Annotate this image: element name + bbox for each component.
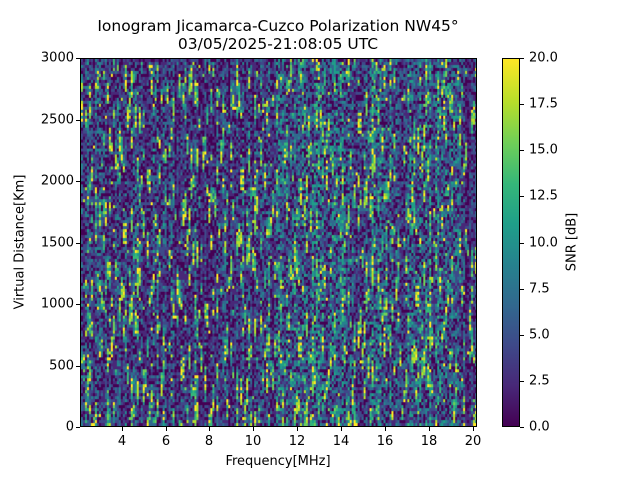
colorbar-tick	[520, 243, 524, 244]
colorbar	[502, 58, 520, 427]
x-tick-label: 6	[161, 434, 171, 449]
colorbar-tick	[520, 150, 524, 151]
chart-title: Ionogram Jicamarca-Cuzco Polarization NW…	[97, 17, 459, 35]
colorbar-tick	[520, 335, 524, 336]
x-tick	[253, 427, 254, 431]
colorbar-tick	[520, 427, 524, 428]
x-tick-label: 16	[376, 434, 394, 449]
colorbar-tick	[520, 196, 524, 197]
x-tick-label: 12	[288, 434, 306, 449]
chart-subtitle: 03/05/2025-21:08:05 UTC	[177, 35, 379, 53]
colorbar-tick-label: 15.0	[529, 142, 558, 158]
heatmap-canvas	[81, 59, 476, 426]
colorbar-tick-label: 2.5	[529, 373, 550, 389]
ionogram-heatmap	[80, 58, 477, 427]
y-tick	[76, 58, 80, 59]
colorbar-tick	[520, 381, 524, 382]
x-tick	[385, 427, 386, 431]
x-tick	[166, 427, 167, 431]
y-tick-label: 500	[49, 358, 74, 374]
x-tick	[341, 427, 342, 431]
colorbar-tick	[520, 289, 524, 290]
y-tick-label: 1500	[40, 235, 74, 251]
colorbar-tick-label: 17.5	[529, 96, 558, 112]
x-tick-label: 14	[332, 434, 350, 449]
y-tick-label: 0	[65, 419, 74, 435]
colorbar-label: SNR [dB]	[564, 212, 580, 272]
colorbar-tick-label: 10.0	[529, 235, 558, 251]
y-tick	[76, 120, 80, 121]
y-tick	[76, 243, 80, 244]
y-tick-label: 2000	[40, 173, 74, 189]
x-tick	[429, 427, 430, 431]
colorbar-tick	[520, 58, 524, 59]
x-tick	[209, 427, 210, 431]
colorbar-tick-label: 7.5	[529, 281, 550, 297]
x-tick	[122, 427, 123, 431]
colorbar-tick	[520, 104, 524, 105]
x-tick-label: 10	[244, 434, 262, 449]
x-tick	[473, 427, 474, 431]
y-tick	[76, 181, 80, 182]
x-tick-label: 4	[117, 434, 127, 449]
x-tick	[297, 427, 298, 431]
colorbar-tick-label: 5.0	[529, 327, 550, 343]
y-tick-label: 2500	[40, 112, 74, 128]
y-tick	[76, 427, 80, 428]
colorbar-tick-label: 0.0	[529, 419, 550, 435]
y-tick	[76, 304, 80, 305]
x-tick-label: 20	[464, 434, 482, 449]
x-tick-label: 8	[204, 434, 214, 449]
y-tick	[76, 366, 80, 367]
x-tick-label: 18	[420, 434, 438, 449]
colorbar-tick-label: 12.5	[529, 188, 558, 204]
x-axis-label: Frequency[MHz]	[225, 454, 331, 469]
colorbar-tick-label: 20.0	[529, 50, 558, 66]
y-tick-label: 3000	[40, 50, 74, 66]
y-tick-label: 1000	[40, 296, 74, 312]
y-axis-label: Virtual Distance[Km]	[12, 174, 28, 310]
